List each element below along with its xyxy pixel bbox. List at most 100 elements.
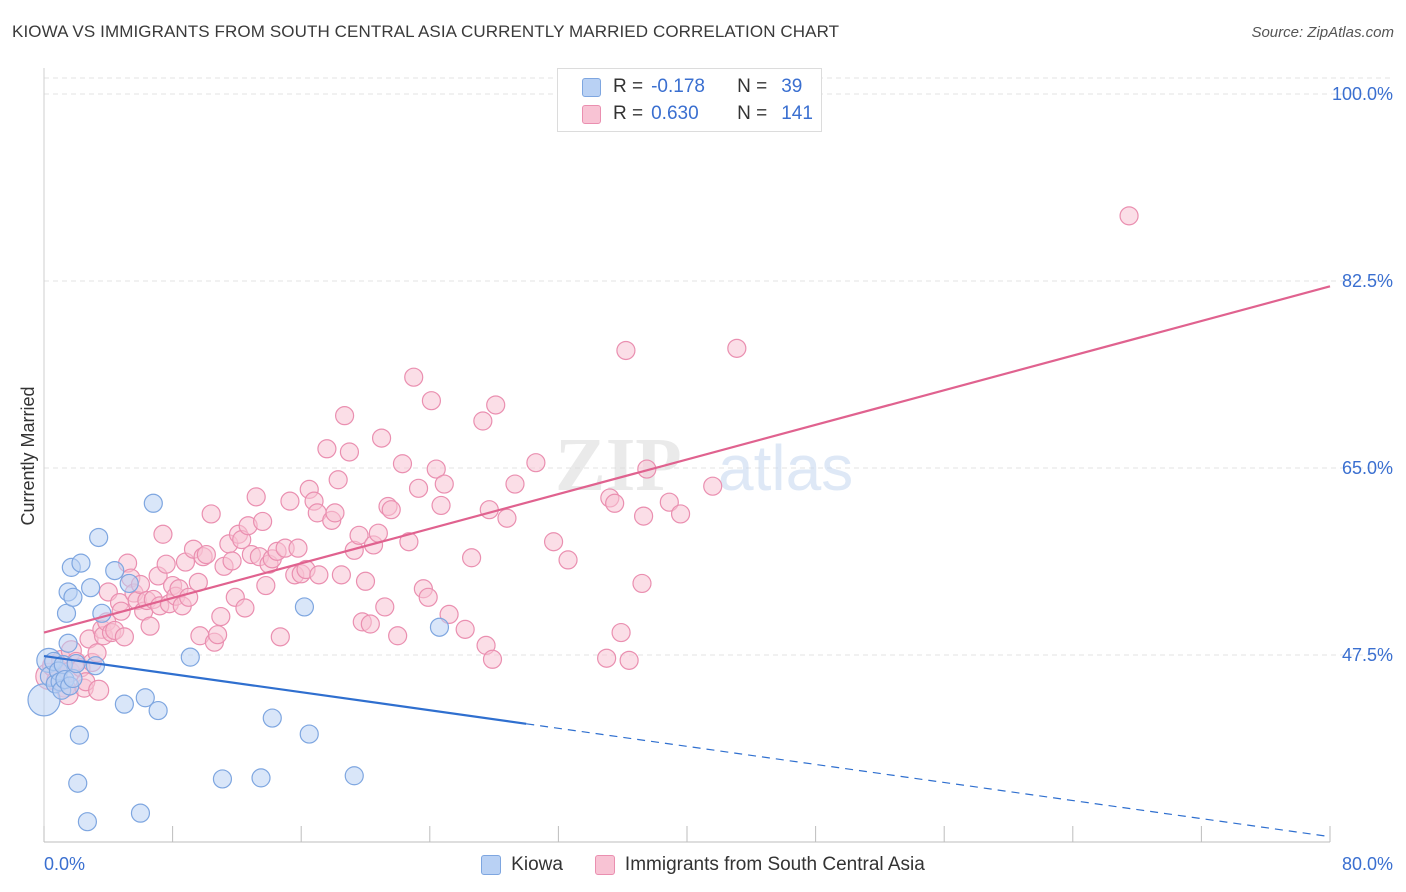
legend-r-value: 0.630 [651,103,699,124]
immigrants-point [246,487,266,507]
kiowa-trend-extension [526,723,1331,838]
y-tick-label: 82.5% [1342,271,1393,291]
kiowa-swatch [582,77,601,97]
kiowa-swatch [481,855,502,875]
immigrants-point [317,439,337,459]
immigrants-point [597,648,617,668]
kiowa-point [143,493,163,513]
immigrants-point [355,571,376,591]
watermark: ZIP atlas [555,423,853,507]
immigrants-point [408,478,429,498]
immigrants-point [235,598,255,618]
kiowa-point [114,694,134,714]
immigrants-point [434,474,454,494]
legend-item-kiowa[interactable]: Kiowa [481,854,563,876]
immigrants-point [505,474,525,494]
immigrants-point [388,626,408,646]
immigrants-point [331,565,351,585]
axis-labels: 47.5% 65.0% 82.5% 100.0% 0.0% 80.0% Currently … [18,84,1393,874]
immigrants-point [526,453,546,473]
immigrants-point [616,340,636,361]
immigrants-point [455,619,475,639]
immigrants-point [309,565,329,585]
immigrants-point [1119,206,1139,226]
immigrants-point [339,442,360,462]
immigrants-point [211,606,231,627]
immigrants-point [335,406,355,426]
immigrants-point [497,508,517,528]
immigrants-point [208,625,228,645]
legend-r-label: R = [613,76,644,97]
immigrants-point [558,550,578,570]
immigrants-point [360,614,380,634]
kiowa-point [89,527,109,548]
immigrants-point [479,500,499,520]
kiowa-point [135,688,155,708]
legend-item-immigrants[interactable]: Immigrants from South Central Asia [594,854,925,876]
immigrants-point [619,650,639,670]
kiowa-point [81,578,101,598]
kiowa-point [68,773,88,793]
legend-kiowa-label: Kiowa [511,854,563,875]
source-label: Source: ZipAtlas.com [1251,24,1394,41]
immigrants-point [280,491,300,511]
immigrants-point [114,627,134,647]
immigrants-point [328,470,348,490]
immigrants-point [431,495,451,516]
x-tick-label: 80.0% [1342,854,1393,874]
kiowa-point [251,768,271,788]
immigrants-point [418,587,438,607]
immigrants-point [637,459,657,479]
immigrants-swatch [594,855,615,875]
kiowa-point [58,633,78,653]
immigrants-points [35,206,1139,706]
kiowa-point [299,724,319,744]
immigrants-point [153,524,173,544]
immigrants-point [371,428,392,448]
immigrants-point [486,395,506,415]
immigrants-point [611,622,631,643]
kiowa-point [66,653,86,674]
legend-row-kiowa: R = -0.178 N = 39 [558,74,802,100]
kiowa-trend-line [43,654,527,725]
y-tick-label: 65.0% [1342,458,1393,478]
immigrants-point [670,504,691,524]
immigrants-point [349,525,369,545]
immigrants-point [482,649,503,669]
immigrants-swatch [582,104,601,124]
legend-immigrants-label: Immigrants from South Central Asia [624,854,925,875]
immigrants-point [703,476,723,496]
watermark-atlas: atlas [718,432,853,504]
immigrants-point [288,538,308,558]
immigrants-trend-line [43,285,1331,634]
grid-lines [44,77,1394,656]
kiowa-point [262,708,282,728]
kiowa-point [56,603,77,623]
y-tick-label: 47.5% [1342,645,1393,665]
immigrants-point [253,511,273,532]
legend-row-immigrants: R = 0.630 N = 141 [558,101,813,127]
y-tick-label: 100.0% [1332,84,1393,104]
kiowa-point [85,656,106,676]
legend-n-value: 39 [781,76,803,97]
immigrants-point [426,459,446,479]
immigrants-point [256,575,276,596]
series-legend: Kiowa Immigrants from South Central Asia [0,852,1406,878]
immigrants-point [659,492,679,512]
kiowa-point [294,597,315,617]
immigrants-point [222,551,242,571]
watermark-zip: ZIP [555,423,682,507]
chart-title: KIOWA VS IMMIGRANTS FROM SOUTH CENTRAL A… [12,22,840,41]
immigrants-point [375,597,395,617]
immigrants-point [201,504,221,524]
immigrants-point [325,503,345,523]
immigrants-point [381,500,401,520]
immigrants-point [404,367,424,387]
immigrants-point [632,573,652,594]
x-tick-label: 0.0% [44,854,85,874]
immigrants-point [421,391,442,411]
legend-r-label: R = [613,103,644,124]
immigrants-point [605,493,625,513]
legend-n-value: 141 [781,103,813,124]
